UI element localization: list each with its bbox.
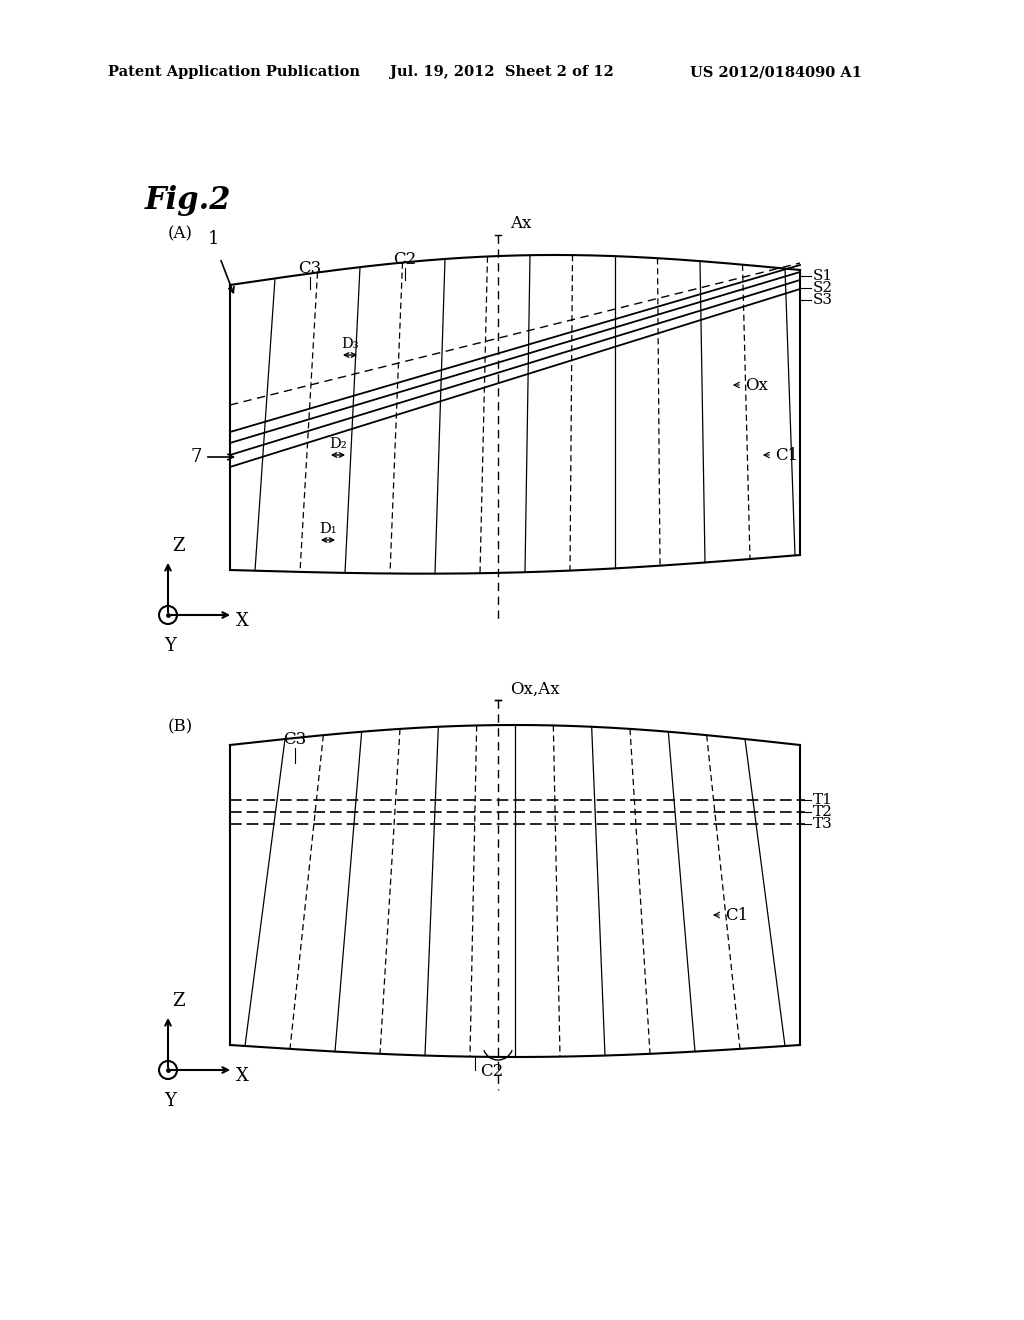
- Text: D₃: D₃: [341, 337, 358, 351]
- Text: T1: T1: [813, 793, 833, 807]
- Text: S1: S1: [813, 269, 834, 282]
- Text: C2: C2: [393, 251, 417, 268]
- Text: C3: C3: [284, 731, 306, 748]
- Text: 1: 1: [208, 230, 220, 248]
- Text: US 2012/0184090 A1: US 2012/0184090 A1: [690, 65, 862, 79]
- Text: C3: C3: [298, 260, 322, 277]
- Text: Y: Y: [164, 638, 176, 655]
- Text: Patent Application Publication: Patent Application Publication: [108, 65, 360, 79]
- Text: Y: Y: [164, 1092, 176, 1110]
- Text: Fig.2: Fig.2: [145, 185, 231, 216]
- Text: D₁: D₁: [319, 521, 337, 536]
- Text: Jul. 19, 2012  Sheet 2 of 12: Jul. 19, 2012 Sheet 2 of 12: [390, 65, 613, 79]
- Text: S2: S2: [813, 281, 834, 294]
- Text: Z: Z: [172, 993, 184, 1010]
- Text: Z: Z: [172, 537, 184, 554]
- Text: Ox: Ox: [745, 376, 768, 393]
- Text: Ax: Ax: [510, 215, 531, 232]
- Text: 7: 7: [190, 447, 202, 466]
- Text: (A): (A): [168, 224, 193, 242]
- Text: X: X: [236, 1067, 249, 1085]
- Text: T2: T2: [813, 805, 833, 818]
- Text: Ox,Ax: Ox,Ax: [510, 681, 560, 698]
- Text: D₂: D₂: [329, 437, 347, 451]
- Text: C2: C2: [480, 1063, 503, 1080]
- Text: C1: C1: [775, 446, 799, 463]
- Text: C1: C1: [725, 907, 749, 924]
- Text: X: X: [236, 612, 249, 630]
- Text: S3: S3: [813, 293, 833, 308]
- Text: (B): (B): [168, 718, 194, 735]
- Text: T3: T3: [813, 817, 833, 832]
